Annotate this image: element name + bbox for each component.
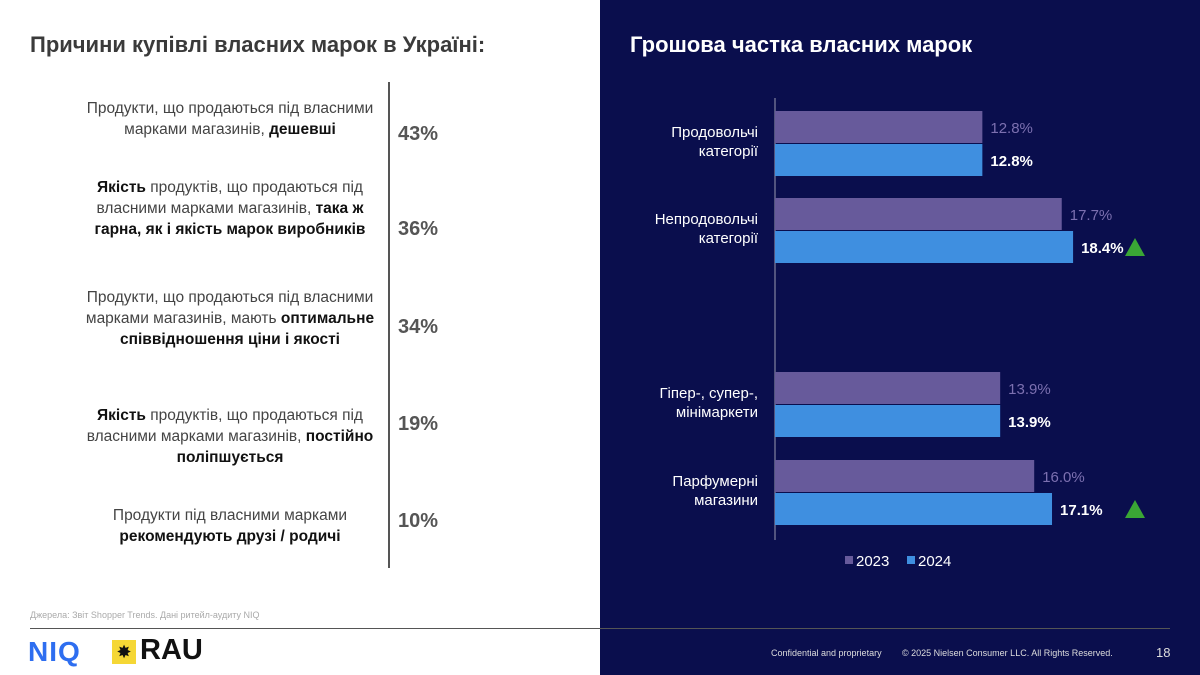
reason-percent: 19% [398, 413, 439, 435]
bar-2023 [775, 198, 1062, 230]
legend-label: 2023 [856, 553, 889, 570]
category-label: Парфумерні [672, 473, 758, 490]
left-panel: Причини купівлі власних марок в Україні:… [30, 32, 486, 620]
divider [388, 82, 390, 568]
chart-title: Грошова частка власних марок [630, 32, 973, 57]
category-label: Гіпер-, супер-, [659, 385, 758, 402]
data-label-2024: 17.1% [1060, 502, 1103, 519]
data-label-2024: 13.9% [1008, 414, 1051, 431]
page-number: 18 [1156, 645, 1171, 660]
niq-logo: NIQ [28, 636, 81, 667]
bar-2024 [775, 405, 1001, 437]
category-label: мінімаркети [676, 404, 758, 421]
reason-text: Продукти, що продаються під власними мар… [85, 289, 375, 348]
legend-label: 2024 [918, 553, 951, 570]
source-note: Джерела: Звіт Shopper Trends. Дані ритей… [30, 610, 260, 620]
category-label: магазини [694, 492, 758, 509]
data-label-2023: 12.8% [990, 120, 1033, 137]
data-label-2024: 18.4% [1081, 240, 1124, 257]
reason-percent: 43% [398, 123, 439, 145]
reason-text: Продукти, що продаються під власними мар… [86, 100, 374, 138]
reason-text: Продукти під власними марками рекомендую… [112, 507, 348, 545]
reason-percent: 10% [398, 510, 439, 532]
legend-swatch [845, 556, 853, 564]
bar-2023 [775, 372, 1001, 404]
category-label: Непродовольчі [655, 211, 758, 228]
increase-triangle-icon [1125, 500, 1145, 518]
rau-logo: RAU [140, 634, 203, 666]
reason-text: Якість продуктів, що продаються під влас… [94, 179, 366, 238]
legend-swatch [907, 556, 915, 564]
rau-star-icon: ✸ [112, 640, 136, 664]
increase-triangle-icon [1125, 238, 1145, 256]
data-label-2024: 12.8% [990, 153, 1033, 170]
category-label: категорії [699, 230, 759, 247]
category-label: Продовольчі [671, 124, 758, 141]
bar-2024 [775, 144, 983, 176]
footer-divider [30, 628, 1170, 629]
data-label-2023: 17.7% [1070, 207, 1113, 224]
reason-text: Якість продуктів, що продаються під влас… [86, 407, 374, 466]
bar-2023 [775, 460, 1035, 492]
reason-percent: 34% [398, 316, 439, 338]
confidential-note: Confidential and proprietary [771, 648, 882, 658]
bar-2023 [775, 111, 983, 143]
bar-chart: Продовольчі категорії 12.8% 12.8% Непродовол… [655, 98, 1145, 570]
bar-2024 [775, 231, 1074, 263]
category-label: категорії [699, 143, 759, 160]
copyright: © 2025 Nielsen Consumer LLC. All Rights … [902, 648, 1113, 658]
data-label-2023: 16.0% [1042, 469, 1085, 486]
bar-2024 [775, 493, 1053, 525]
left-title: Причини купівлі власних марок в Україні: [30, 32, 486, 57]
data-label-2023: 13.9% [1008, 381, 1051, 398]
reason-percent: 36% [398, 218, 439, 240]
